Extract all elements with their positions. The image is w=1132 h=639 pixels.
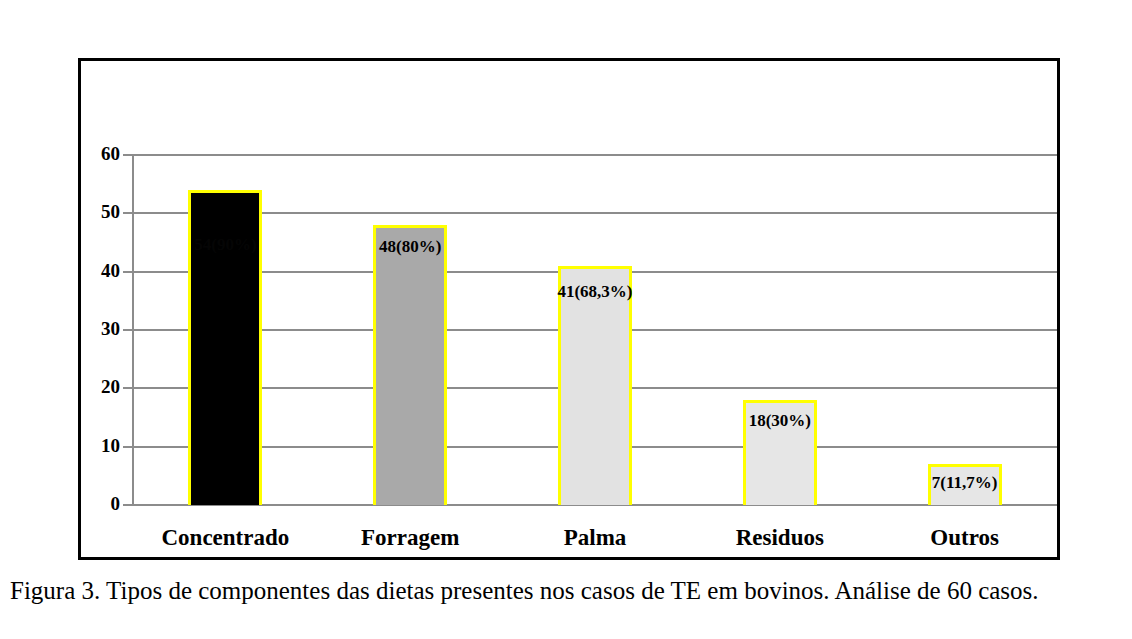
figure-caption: Figura 3. Tipos de componentes das dieta… xyxy=(10,577,1132,605)
bar-value-label: 41(68,3%) xyxy=(525,282,665,302)
gridline xyxy=(133,212,1057,214)
y-axis-label: 0 xyxy=(60,493,120,515)
x-axis-label-residuos: Residuos xyxy=(685,525,875,551)
bar-value-label: 7(11,7%) xyxy=(895,473,1035,493)
x-axis-label-outros: Outros xyxy=(870,525,1060,551)
figure: Figura 3. Tipos de componentes das dieta… xyxy=(0,0,1132,639)
y-axis-line xyxy=(132,154,134,506)
y-axis-label: 40 xyxy=(60,260,120,282)
x-axis-label-palma: Palma xyxy=(500,525,690,551)
y-axis-label: 10 xyxy=(60,435,120,457)
y-axis-label: 50 xyxy=(60,201,120,223)
bar-forragem xyxy=(373,225,447,505)
y-axis-label: 20 xyxy=(60,376,120,398)
x-axis-label-forragem: Forragem xyxy=(315,525,505,551)
bar-value-label: 48(80%) xyxy=(340,237,480,257)
y-axis-label: 30 xyxy=(60,318,120,340)
x-axis-label-concentrado: Concentrado xyxy=(130,525,320,551)
gridline xyxy=(133,154,1057,156)
bar-value-label: 18(30%) xyxy=(710,411,850,431)
y-axis-label: 60 xyxy=(60,143,120,165)
bar-value-label: 54(90%) xyxy=(155,235,295,255)
